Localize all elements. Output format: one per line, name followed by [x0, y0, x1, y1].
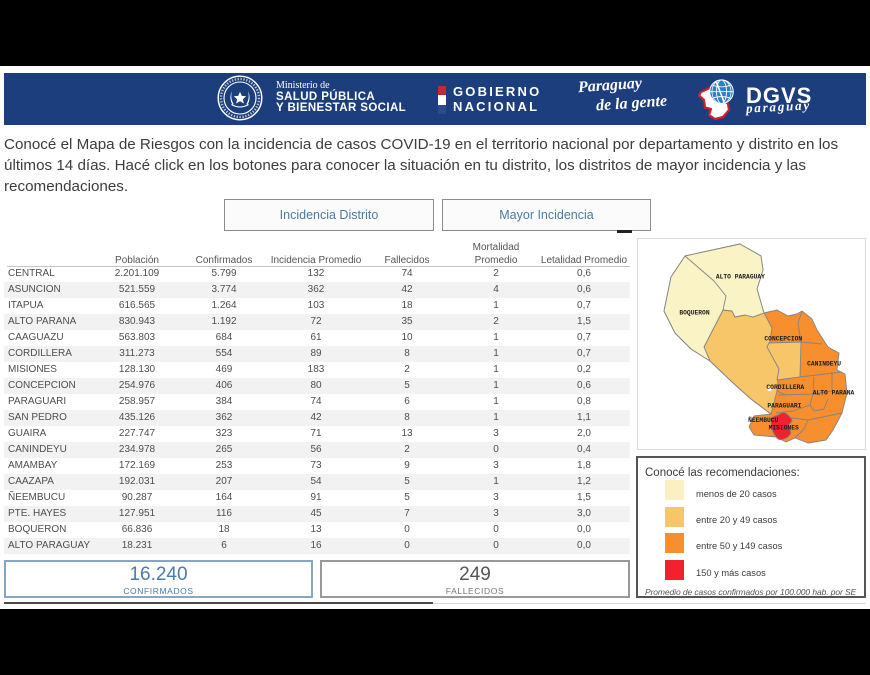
svg-text:CONCEPCION: CONCEPCION: [764, 335, 802, 342]
svg-text:CORDILLERA: CORDILLERA: [766, 384, 804, 391]
svg-text:CANINDEYU: CANINDEYU: [807, 361, 841, 368]
svg-text:ÑEEMBUCU: ÑEEMBUCU: [748, 416, 778, 424]
svg-text:ALTO PARANA: ALTO PARANA: [813, 390, 855, 397]
svg-text:MISIONES: MISIONES: [769, 424, 799, 431]
svg-text:PARAGUARI: PARAGUARI: [767, 402, 801, 409]
svg-text:ALTO PARAGUAY: ALTO PARAGUAY: [716, 274, 765, 281]
svg-text:BOQUERON: BOQUERON: [679, 309, 709, 316]
